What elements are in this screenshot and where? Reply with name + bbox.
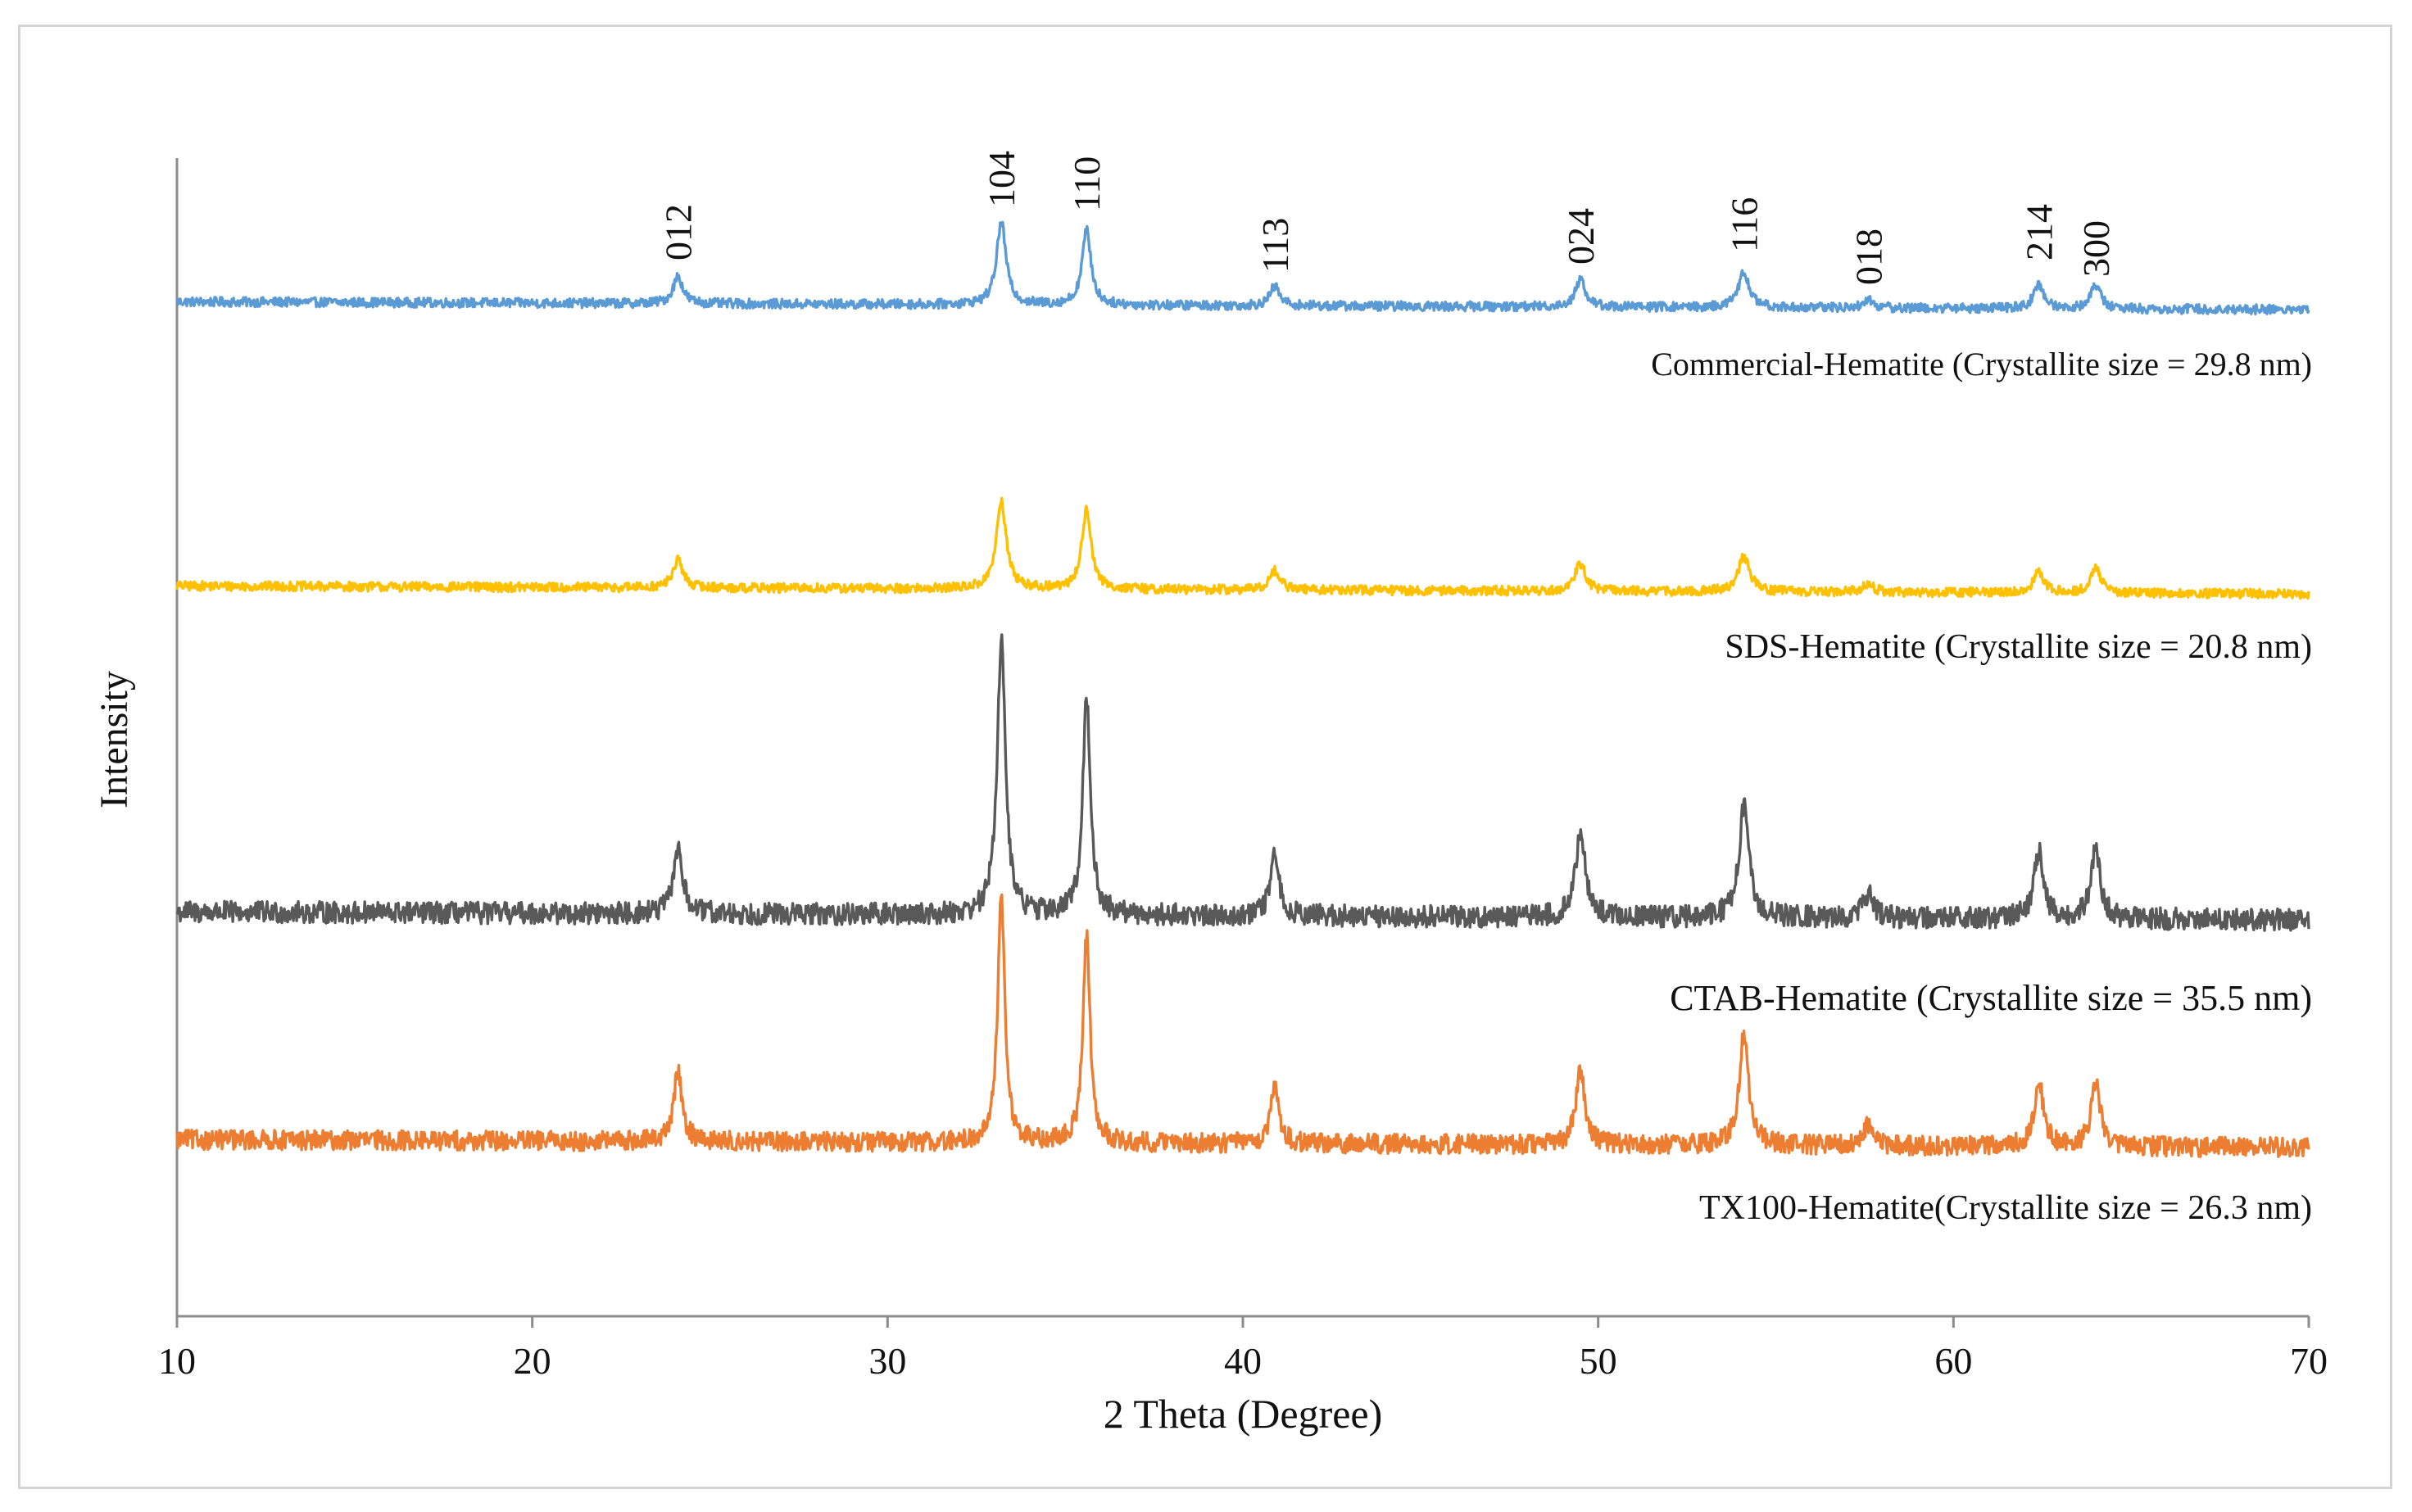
x-tick-label: 40 bbox=[1224, 1340, 1262, 1382]
x-tick-label: 50 bbox=[1580, 1340, 1617, 1382]
peak-label-012: 012 bbox=[657, 204, 699, 260]
peak-label-113: 113 bbox=[1254, 218, 1296, 273]
labels-layer: Commercial-Hematite (Crystallite size = … bbox=[657, 151, 2312, 1227]
peak-label-110: 110 bbox=[1066, 156, 1108, 211]
figure-frame: 10 20 30 40 50 60 70 2 Theta (Degree) Intensity … bbox=[18, 25, 2392, 1489]
xrd-chart: 10 20 30 40 50 60 702 Theta (Degree)Intensity … bbox=[93, 151, 2328, 1437]
x-tick-label: 30 bbox=[868, 1340, 906, 1382]
peak-label-024: 024 bbox=[1560, 208, 1602, 265]
series-line-tx100-hematite bbox=[175, 893, 2310, 1158]
peak-label-104: 104 bbox=[981, 151, 1022, 207]
peak-label-214: 214 bbox=[2018, 204, 2060, 260]
series-annotation-sds-hematite: SDS-Hematite (Crystallite size = 20.8 nm… bbox=[1725, 628, 2312, 666]
series-line-sds-hematite bbox=[175, 496, 2310, 600]
peak-label-300: 300 bbox=[2075, 220, 2117, 277]
x-axis-title: 2 Theta (Degree) bbox=[1104, 1391, 1383, 1437]
x-tick-label: 20 bbox=[514, 1340, 551, 1382]
series-line-commercial-hematite bbox=[175, 220, 2310, 316]
series-annotation-ctab-hematite: CTAB-Hematite (Crystallite size = 35.5 n… bbox=[1670, 978, 2312, 1018]
series-layer bbox=[175, 220, 2310, 1158]
axes: 10 20 30 40 50 60 70 2 Theta (Degree) Intensity bbox=[93, 158, 2328, 1437]
peak-label-018: 018 bbox=[1848, 229, 1889, 285]
series-annotation-commercial-hematite: Commercial-Hematite (Crystallite size = … bbox=[1651, 346, 2312, 383]
peak-label-116: 116 bbox=[1723, 197, 1765, 252]
x-tick-label: 10 bbox=[158, 1340, 196, 1382]
x-tick-label: 60 bbox=[1934, 1340, 1972, 1382]
series-annotation-tx100-hematite: TX100-Hematite(Crystallite size = 26.3 n… bbox=[1699, 1189, 2312, 1227]
series-line-ctab-hematite bbox=[175, 633, 2310, 932]
x-tick-label: 70 bbox=[2290, 1340, 2328, 1382]
y-axis-title: Intensity bbox=[93, 671, 136, 808]
